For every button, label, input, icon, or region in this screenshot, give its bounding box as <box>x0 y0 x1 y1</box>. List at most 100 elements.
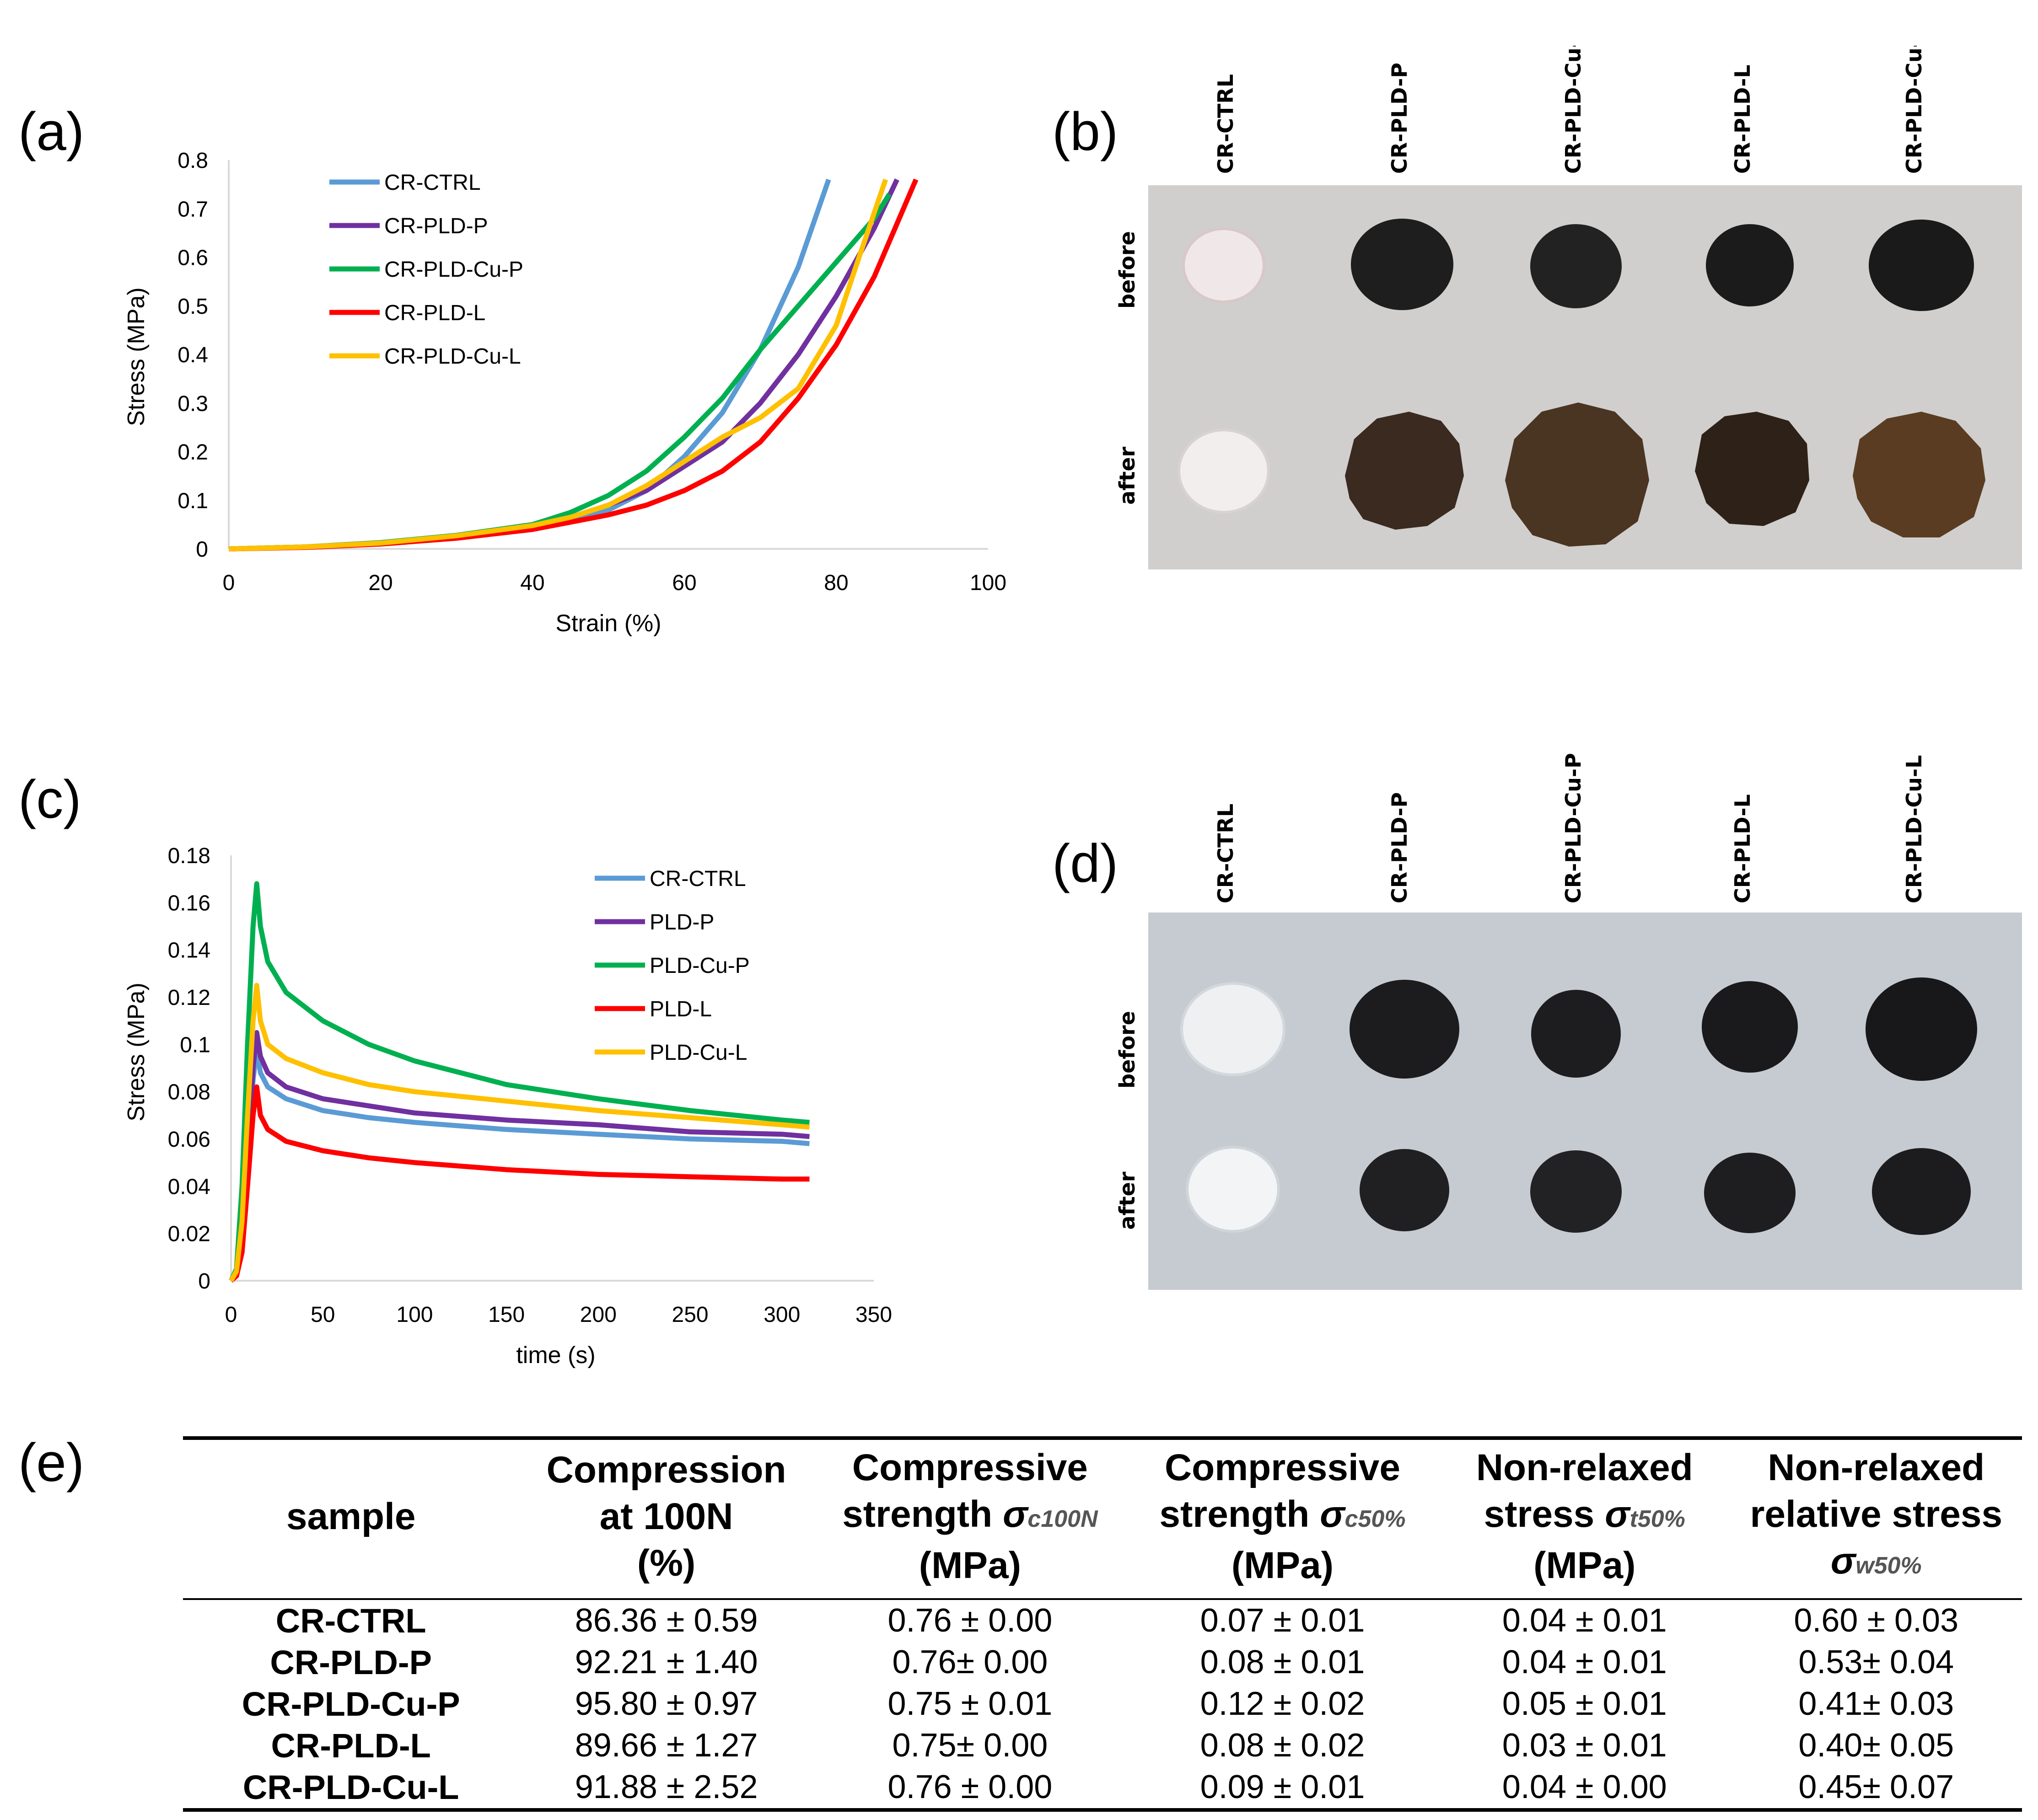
x-tick-label: 150 <box>488 1303 525 1327</box>
cell-strength-50: 0.09 ± 0.01 <box>1200 1769 1365 1805</box>
y-tick-label: 0.7 <box>177 197 208 221</box>
row-label-after: after <box>1115 446 1140 505</box>
sample-before-cr-ctrl <box>1182 227 1265 303</box>
header-compressive-strength-100n: Compressive strength σc100N (MPa) <box>842 1447 1098 1586</box>
sample-before-cr-pld-l <box>1702 981 1798 1073</box>
cell-non-relaxed-stress: 0.04 ± 0.01 <box>1502 1602 1667 1639</box>
legend-label: CR-PLD-Cu-L <box>384 344 521 369</box>
cell-strength-50: 0.08 ± 0.02 <box>1200 1727 1365 1764</box>
legend-label: PLD-Cu-L <box>650 1041 747 1065</box>
row-label-before: before <box>1115 1011 1140 1089</box>
header-non-relaxed-relative-stress: Non-relaxed relative stress σw50% <box>1750 1447 2003 1582</box>
series-line-pld-cu-l <box>229 982 810 1282</box>
y-tick-label: 0.02 <box>168 1222 210 1246</box>
chart-a-stress-strain: 0 0.1 0.2 0.3 0.4 0.5 0.6 0.7 0.8 0 20 40 60 80 100 C… <box>123 149 1006 637</box>
legend-label: CR-CTRL <box>650 867 746 891</box>
x-tick-label: 50 <box>311 1303 335 1327</box>
x-tick-label: 100 <box>970 571 1006 595</box>
header-compressive-strength-50: Compressive strength σc50% (MPa) <box>1159 1447 1406 1586</box>
column-label: CR-CTRL <box>1213 804 1238 903</box>
x-tick-label: 20 <box>368 571 393 595</box>
table-row: CR-PLD-L 89.66 ± 1.27 0.75± 0.00 0.08 ± … <box>183 1725 2022 1766</box>
column-label: CR-PLD-L <box>1730 794 1755 903</box>
x-axis-label: Strain (%) <box>555 610 661 637</box>
y-axis-label: Stress (MPa) <box>123 982 150 1121</box>
header-compression: Compression at 100N (%) <box>546 1449 786 1584</box>
cell-strength-100n: 0.76 ± 0.00 <box>887 1602 1053 1639</box>
y-tick-label: 0.1 <box>177 489 208 513</box>
series-line-cr-pld-cu-l <box>228 178 888 552</box>
sample-before-cr-pld-cu-p <box>1531 990 1621 1078</box>
panel-label-b: (b) <box>1052 102 1118 162</box>
photo-background <box>1148 913 2022 1290</box>
column-label: CR-CTRL <box>1213 74 1238 174</box>
cell-sample: CR-PLD-Cu-L <box>242 1768 459 1806</box>
x-tick-label: 350 <box>855 1303 892 1327</box>
table-header-row: sample Compression at 100N (%) Compressi… <box>183 1438 2022 1599</box>
cell-compression: 86.36 ± 0.59 <box>575 1602 758 1639</box>
panel-label-c: (c) <box>18 769 81 830</box>
y-tick-label: 0.12 <box>168 986 210 1010</box>
sample-before-cr-pld-l <box>1706 224 1794 306</box>
cell-non-relaxed-stress: 0.03 ± 0.01 <box>1502 1727 1667 1764</box>
x-tick-label: 250 <box>672 1303 709 1327</box>
sample-after-cr-ctrl <box>1186 1146 1280 1233</box>
series-line-pld-cu-p <box>229 881 810 1282</box>
cell-non-relaxed-stress: 0.04 ± 0.00 <box>1502 1769 1667 1805</box>
y-tick-label: 0.2 <box>177 440 208 465</box>
x-tick-label: 200 <box>580 1303 617 1327</box>
table-row: CR-CTRL 86.36 ± 0.59 0.76 ± 0.00 0.07 ± … <box>183 1599 2022 1642</box>
cell-strength-100n: 0.76± 0.00 <box>892 1644 1048 1680</box>
column-label: CR-PLD-Cu-P <box>1561 753 1586 903</box>
series-line-cr-pld-cu-p <box>228 193 892 552</box>
sample-after-cr-pld-l <box>1704 1153 1796 1233</box>
cell-strength-100n: 0.75± 0.00 <box>892 1727 1048 1764</box>
x-tick-label: 0 <box>223 571 235 595</box>
cell-strength-50: 0.08 ± 0.01 <box>1200 1644 1365 1680</box>
sample-after-cr-pld-p <box>1345 412 1464 530</box>
sample-after-cr-ctrl <box>1178 429 1270 514</box>
y-tick-label: 0 <box>196 537 208 562</box>
column-label: CR-PLD-L <box>1730 64 1755 174</box>
y-tick-label: 0.3 <box>177 392 208 416</box>
row-label-before: before <box>1115 231 1140 309</box>
sample-before-cr-pld-p <box>1350 980 1459 1079</box>
legend-label: PLD-L <box>650 997 712 1021</box>
series-line-pld-l <box>229 1084 810 1283</box>
cell-strength-100n: 0.76 ± 0.00 <box>887 1769 1053 1805</box>
y-tick-label: 0 <box>198 1269 210 1294</box>
y-tick-label: 0.08 <box>168 1080 210 1105</box>
column-label: CR-PLD-Cu-L <box>1902 755 1926 903</box>
cell-non-relaxed-stress: 0.05 ± 0.01 <box>1502 1686 1667 1722</box>
series-line-cr-ctrl <box>229 1047 810 1283</box>
panel-label-a: (a) <box>18 102 85 162</box>
table-mechanical-properties: sample Compression at 100N (%) Compressi… <box>183 1436 2022 1812</box>
column-label: CR-PLD-Cu-L <box>1902 46 1926 174</box>
x-axis-label: time (s) <box>516 1342 595 1369</box>
sample-after-cr-pld-cu-p <box>1505 403 1649 547</box>
y-tick-label: 0.6 <box>177 246 208 270</box>
cell-strength-50: 0.07 ± 0.01 <box>1200 1602 1365 1639</box>
cell-strength-100n: 0.75 ± 0.01 <box>887 1686 1053 1722</box>
row-label-after: after <box>1115 1171 1140 1229</box>
y-tick-label: 0.5 <box>177 295 208 319</box>
table-row: CR-PLD-P 92.21 ± 1.40 0.76± 0.00 0.08 ± … <box>183 1642 2022 1683</box>
x-tick-label: 300 <box>764 1303 800 1327</box>
legend-label: CR-CTRL <box>384 171 481 195</box>
series-line-cr-pld-p <box>228 178 899 552</box>
cell-relative-stress: 0.40± 0.05 <box>1798 1727 1954 1764</box>
sample-after-cr-pld-cu-p <box>1530 1150 1622 1233</box>
photo-d-samples: CR-CTRL CR-PLD-P CR-PLD-Cu-P CR-PLD-L CR-PLD… <box>1115 753 2022 1290</box>
sample-before-cr-ctrl <box>1180 982 1285 1076</box>
x-tick-label: 60 <box>672 571 696 595</box>
column-label: CR-PLD-P <box>1387 63 1412 174</box>
panel-label-e: (e) <box>18 1433 85 1493</box>
cell-sample: CR-PLD-P <box>270 1643 432 1681</box>
cell-non-relaxed-stress: 0.04 ± 0.01 <box>1502 1644 1667 1680</box>
table-row: CR-PLD-Cu-L 91.88 ± 2.52 0.76 ± 0.00 0.0… <box>183 1766 2022 1810</box>
cell-sample: CR-CTRL <box>275 1602 426 1640</box>
y-tick-label: 0.1 <box>180 1033 210 1057</box>
header-sample: sample <box>286 1496 416 1537</box>
x-tick-label: 40 <box>520 571 544 595</box>
photo-b-samples: CR-CTRL CR-PLD-P CR-PLD-Cu-P CR-PLD-L CR-PLD… <box>1115 46 2022 569</box>
